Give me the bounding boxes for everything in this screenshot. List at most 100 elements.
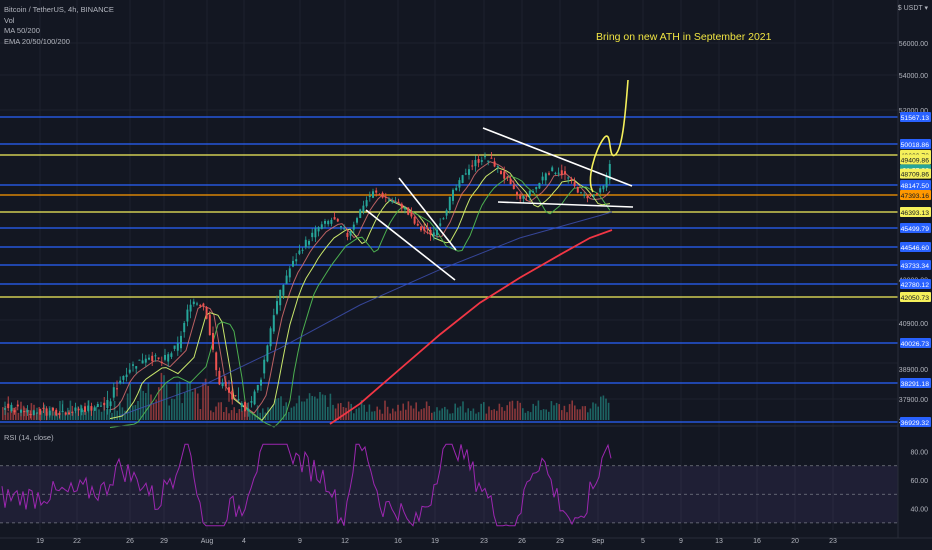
symbol-title[interactable]: Bitcoin / TetherUS, 4h, BINANCE [4,5,114,14]
price-tag-label: 40026.73 [901,341,930,348]
price-tag-label: 45499.79 [901,226,930,233]
volume-bar [509,401,511,420]
volume-bar [568,404,571,420]
volume-bar [178,381,181,420]
candle-body [477,159,480,163]
volume-bar [558,404,560,420]
candle-body [58,412,61,415]
rsi-indicator-label[interactable]: RSI (14, close) [4,433,54,442]
time-tick-label: 5 [641,538,645,545]
candle-body [602,185,605,190]
volume-bar [519,402,521,420]
candle-body [180,335,182,349]
time-tick-label: 4 [242,538,246,545]
candle-body [125,374,128,378]
volume-bar [571,400,573,420]
candle-body [317,227,320,232]
volume-bar [17,412,20,420]
volume-bar [41,410,43,420]
volume-bar [402,403,404,420]
volume-bar [550,401,553,420]
volume-bar [394,411,397,420]
volume-bar [483,402,485,420]
candle-body [176,343,179,351]
volume-bar [15,406,17,420]
candle-body [509,178,512,185]
candle-body [557,172,560,174]
currency-selector[interactable]: $ USDT ▾ [897,5,928,12]
price-tag [900,291,931,302]
candle-body [519,194,522,199]
trendline [497,201,634,208]
candle-body [474,160,477,167]
candle-body [362,205,365,212]
price-tag-label: 46393.13 [901,210,930,217]
candle-body [324,221,326,224]
rsi-line [1,443,612,527]
volume-bar [368,404,371,420]
volume-bar [428,406,430,420]
volume-bar [64,412,66,420]
candle-body [551,167,554,172]
candle-body [288,268,291,278]
time-tick-label: Sep [592,538,605,545]
volume-bar [249,412,251,420]
volume-bar [553,405,555,420]
candle-body [228,387,230,393]
candle-body [247,408,250,411]
candle-body [272,315,275,332]
volume-bar [189,381,191,420]
volume-bar [217,402,220,420]
volume-bar [342,407,345,420]
candle-body [116,388,118,390]
volume-bar [184,392,186,420]
candle-body [378,194,381,196]
volume-bar [597,406,599,420]
candle-body [567,177,570,179]
price-tag-label: 38291.18 [901,381,930,388]
volume-bar [321,394,324,420]
volume-bar [306,398,308,420]
volume-bar [129,383,131,420]
volume-bar [204,378,207,420]
volume-bar [431,412,433,420]
volume-bar [379,409,381,420]
volume-bar [186,383,189,420]
volume-bar [113,401,116,420]
volume-bar [535,405,537,420]
volume-bar [459,406,462,420]
ma-indicator-label[interactable]: MA 50/200 [4,26,40,35]
candle-body [336,218,339,222]
candle-body [192,301,195,305]
volume-bar [327,406,329,420]
candle-body [445,210,448,216]
candle-body [448,196,451,211]
volume-bar [324,395,326,420]
candle-body [320,224,323,229]
candle-body [138,359,141,361]
candle-body [436,229,438,236]
volume-bar [152,403,155,420]
candle-body [224,381,227,387]
volume-bar [399,410,402,420]
volume-bar [537,400,540,420]
candle-body [397,201,400,203]
volume-bar [454,403,456,420]
candle-body [189,304,192,312]
trendline [482,127,633,187]
volume-bar [464,412,467,420]
candle-body [599,188,602,193]
volume-bar [410,405,412,420]
price-tag [900,138,931,149]
ema-indicator-label[interactable]: EMA 20/50/100/200 [4,36,70,46]
volume-bar [267,407,269,420]
volume-bar [524,412,527,420]
candle-body [231,390,234,400]
candle-body [106,400,109,408]
volume-bar [563,405,566,420]
volume-indicator-label[interactable]: Vol [4,15,15,25]
volume-bar [262,408,264,420]
volume-bar [329,393,332,420]
candle-body [154,355,157,357]
